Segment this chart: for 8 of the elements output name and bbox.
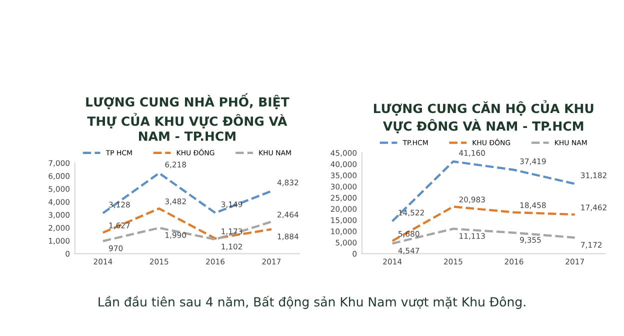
line-series bbox=[102, 220, 273, 242]
line-series bbox=[391, 160, 576, 222]
line-series bbox=[102, 207, 273, 240]
text: Lần đầu tiên sau 4 năm, Bất động sản Khu Nam vượt mặt Khu Đông. bbox=[98, 296, 526, 309]
chart-title: LƯỢNG CUNG NHÀ PHỐ, BIỆT THỰ CỦA KHU VỰC ĐÔNG VÀ NAM - TP.HCM bbox=[86, 93, 290, 141]
chart-title: LƯỢNG CUNG CĂN HỘ CỦA KHU VỰC ĐÔNG VÀ NAM - TP.HCM bbox=[374, 100, 594, 134]
line-series bbox=[102, 172, 273, 214]
line-series bbox=[391, 228, 576, 245]
